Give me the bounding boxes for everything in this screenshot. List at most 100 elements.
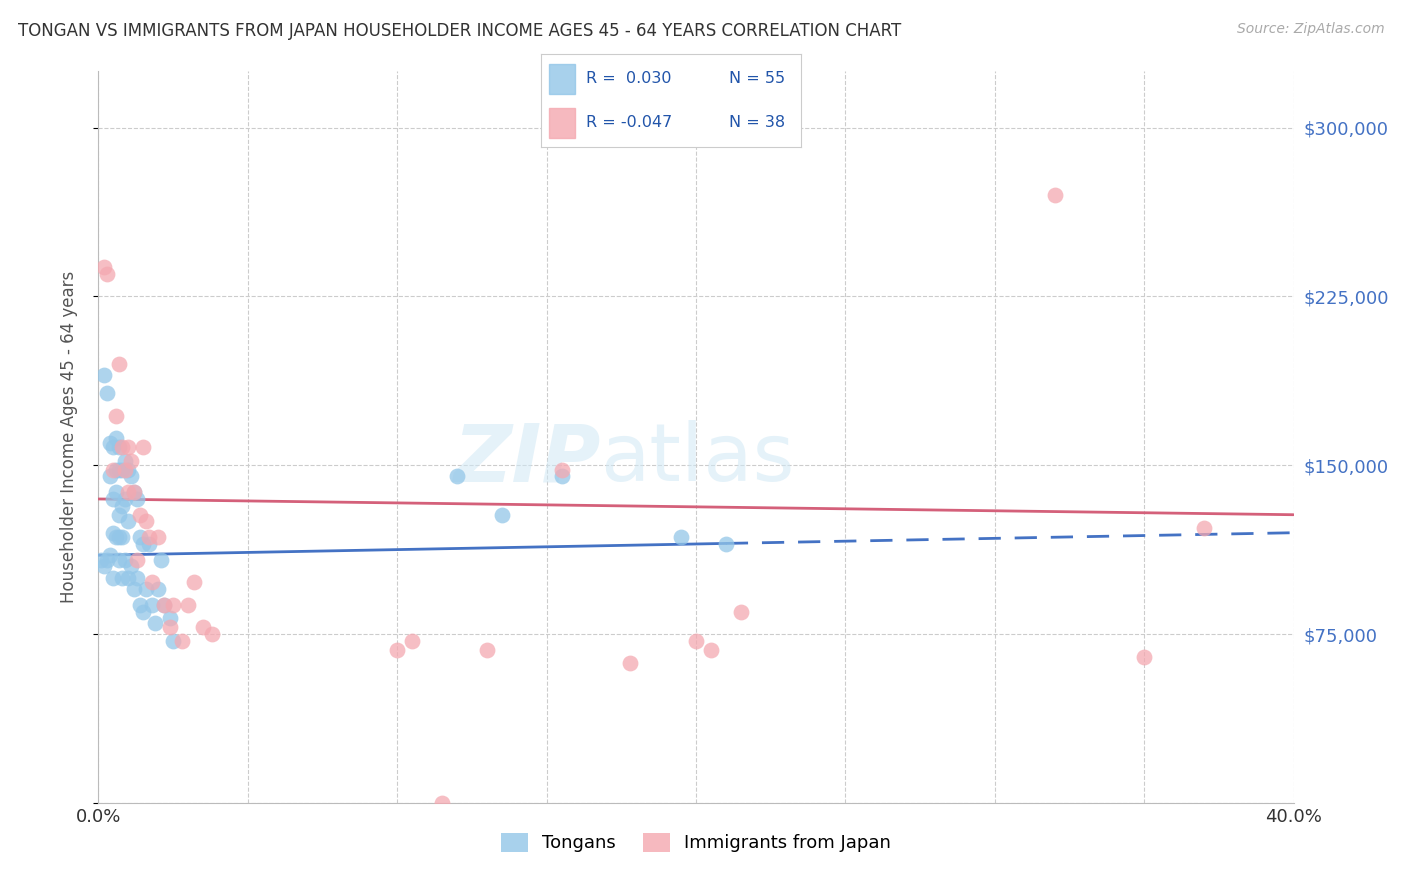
Point	[148, 530, 170, 544]
Y-axis label: Householder Income Ages 45 - 64 years: Householder Income Ages 45 - 64 years	[59, 271, 77, 603]
Point	[103, 525, 125, 540]
Point	[103, 440, 125, 454]
Point	[700, 642, 723, 657]
Point	[127, 553, 149, 567]
Point	[135, 515, 157, 529]
Point	[98, 469, 122, 483]
Point	[93, 559, 115, 574]
Point	[117, 440, 139, 454]
Point	[114, 463, 136, 477]
Point	[162, 633, 184, 648]
Point	[550, 463, 572, 477]
Point	[491, 508, 513, 522]
Point	[111, 440, 134, 454]
Point	[446, 469, 468, 483]
Point	[150, 553, 173, 567]
Point	[98, 548, 122, 562]
Point	[685, 633, 707, 648]
Point	[153, 598, 176, 612]
Point	[475, 642, 498, 657]
Point	[117, 485, 139, 500]
Point	[138, 537, 160, 551]
Point	[120, 469, 142, 483]
Point	[111, 463, 134, 477]
Point	[124, 582, 146, 596]
Point	[619, 657, 641, 671]
Point	[159, 620, 181, 634]
Point	[105, 530, 128, 544]
Point	[108, 440, 131, 454]
Point	[93, 260, 115, 275]
Point	[159, 611, 181, 625]
Point	[120, 453, 142, 467]
Text: ZIP: ZIP	[453, 420, 600, 498]
Point	[132, 605, 155, 619]
Point	[550, 469, 572, 483]
Point	[141, 575, 163, 590]
Text: Source: ZipAtlas.com: Source: ZipAtlas.com	[1237, 22, 1385, 37]
Point	[105, 431, 128, 445]
Text: N = 55: N = 55	[728, 71, 785, 87]
Point	[191, 620, 214, 634]
Point	[129, 508, 152, 522]
Point	[117, 571, 139, 585]
Text: R = -0.047: R = -0.047	[585, 115, 672, 130]
Point	[117, 463, 139, 477]
Point	[105, 409, 128, 423]
Point	[201, 627, 224, 641]
Text: N = 38: N = 38	[728, 115, 785, 130]
Point	[129, 598, 152, 612]
Point	[103, 463, 125, 477]
Legend: Tongans, Immigrants from Japan: Tongans, Immigrants from Japan	[494, 826, 898, 860]
Point	[96, 553, 118, 567]
Point	[108, 553, 131, 567]
Point	[132, 537, 155, 551]
Bar	[550, 64, 575, 94]
Point	[114, 553, 136, 567]
Text: TONGAN VS IMMIGRANTS FROM JAPAN HOUSEHOLDER INCOME AGES 45 - 64 YEARS CORRELATIO: TONGAN VS IMMIGRANTS FROM JAPAN HOUSEHOL…	[18, 22, 901, 40]
Point	[1192, 521, 1215, 535]
Point	[124, 485, 146, 500]
Point	[714, 537, 737, 551]
Point	[103, 571, 125, 585]
Point	[98, 435, 122, 450]
Point	[153, 598, 176, 612]
Point	[96, 386, 118, 401]
Point	[127, 571, 149, 585]
Bar	[550, 108, 575, 138]
Point	[138, 530, 160, 544]
Point	[401, 633, 423, 648]
Point	[183, 575, 205, 590]
Point	[120, 559, 142, 574]
Point	[96, 267, 118, 281]
Point	[111, 530, 134, 544]
Point	[177, 598, 200, 612]
Point	[117, 515, 139, 529]
Point	[1133, 649, 1156, 664]
Point	[111, 571, 134, 585]
Point	[430, 796, 453, 810]
Point	[105, 463, 128, 477]
Point	[108, 508, 131, 522]
Text: atlas: atlas	[600, 420, 794, 498]
Point	[143, 615, 166, 630]
Point	[669, 530, 692, 544]
Point	[1043, 188, 1066, 202]
Point	[141, 598, 163, 612]
Text: R =  0.030: R = 0.030	[585, 71, 671, 87]
Point	[108, 463, 131, 477]
Point	[148, 582, 170, 596]
Point	[172, 633, 194, 648]
Point	[108, 357, 131, 371]
Point	[129, 530, 152, 544]
Point	[135, 582, 157, 596]
Point	[132, 440, 155, 454]
Point	[114, 453, 136, 467]
Point	[103, 491, 125, 506]
Point	[93, 368, 115, 383]
Point	[730, 605, 752, 619]
Point	[90, 553, 112, 567]
Point	[111, 499, 134, 513]
Point	[108, 530, 131, 544]
Point	[105, 485, 128, 500]
